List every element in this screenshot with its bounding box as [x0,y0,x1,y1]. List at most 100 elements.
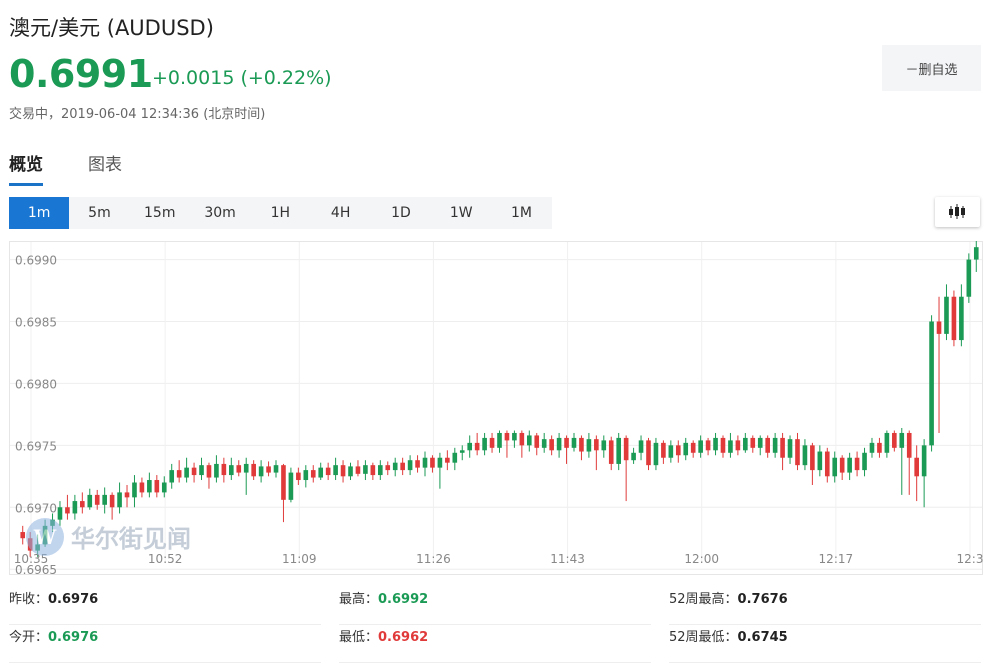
remove-watchlist-button[interactable]: －删自选 [882,45,981,91]
candle-body [847,457,852,473]
watermark-logo: W [26,518,64,556]
candle-body [787,439,793,458]
candle-body [899,432,905,448]
candle-body [698,440,703,453]
candle-body [318,467,324,478]
candle-body [839,457,845,473]
candle-body [169,470,175,483]
candle-body [348,466,353,477]
stat-value: 0.7676 [737,592,788,607]
candle-body [266,466,271,473]
candle-body [154,480,160,493]
candle-body [594,439,599,451]
candle-body [810,445,815,471]
candle-body [497,432,502,448]
price-change: +0.0015 (+0.22%) [152,67,332,89]
candle-body [251,463,256,477]
watermark-text: 华尔街见闻 [71,525,191,553]
candle-body [824,451,830,477]
period-30m[interactable]: 30m [204,205,236,221]
candlestick-chart: 0.6990 0.6985 0.6980 0.6975 0.6970 0.6965 10:… [9,241,983,575]
y-tick-label: 0.6985 [15,316,57,330]
candle-body [109,494,115,508]
candle-body [243,463,249,473]
candle-body [20,532,26,539]
candle-body [951,296,957,341]
candle-body [892,432,897,448]
candle-body [929,321,934,446]
stat-low: 最低：0.6962 [339,626,651,663]
candle-body [288,472,294,500]
candle-body [124,492,130,498]
tab-chart[interactable]: 图表 [88,155,122,175]
candle-body [571,437,577,448]
candle-body [705,440,711,451]
candle-body [959,296,964,341]
period-15m[interactable]: 15m [144,205,176,221]
candle-body [72,501,78,514]
period-4h[interactable]: 4H [330,205,351,221]
candle-body [392,462,398,471]
period-1h[interactable]: 1H [270,205,291,221]
candle-body [184,467,189,478]
candle-body [199,465,204,476]
trading-status: 交易中，2019-06-04 12:34:36 (北京时间) [9,107,266,122]
candlestick-toggle-button[interactable] [935,197,980,227]
candle-body [906,432,912,458]
candle-body [139,482,145,493]
candle-body [147,480,152,493]
candle-body [504,432,510,441]
period-5m[interactable]: 5m [88,205,111,221]
candle-body [862,452,867,471]
candle-body [817,451,823,471]
page-title: 澳元/美元 (AUDUSD) [9,16,214,40]
stat-open: 今开：0.6976 [9,626,321,663]
candle-body [415,460,420,468]
candle-body [973,247,979,260]
x-tick-label: 11:43 [550,552,585,566]
x-tick-label: 12:17 [819,552,854,566]
candle-body [519,432,525,446]
period-1mo[interactable]: 1M [511,205,533,221]
candle-body [467,442,473,451]
candle-body [400,462,405,471]
chart-frame [9,241,983,575]
candle-body [273,465,279,473]
tab-overview[interactable]: 概览 [9,150,43,186]
period-1w[interactable]: 1W [449,205,473,221]
candle-body [541,439,547,448]
candle-body [638,440,644,453]
y-tick-label: 0.6980 [15,377,57,391]
candle-body [206,465,212,478]
candle-body [191,467,197,476]
candle-body [310,470,316,478]
candle-body [735,440,741,451]
candle-body [526,435,532,446]
candle-body [281,465,286,500]
stat-value: 0.6976 [48,592,99,607]
candle-body [333,465,338,476]
candle-body [586,439,592,452]
candle-body [355,466,361,474]
candle-body [340,465,346,477]
candle-body [459,450,465,453]
stat-label: 今开： [9,630,49,645]
y-tick-label: 0.6970 [15,501,57,515]
candle-body [616,437,622,464]
candle-body [370,465,376,476]
candle-body [549,439,554,451]
period-1d[interactable]: 1D [391,205,411,221]
candle-body [65,507,70,514]
candle-body [757,437,763,448]
candle-body [325,467,331,476]
x-tick-label: 12:3 [957,552,983,566]
candle-body [668,445,674,458]
candle-body [713,437,718,451]
candle-body [445,457,450,463]
candle-body [728,440,733,453]
candle-body [474,442,480,451]
period-1m[interactable]: 1m [9,197,70,229]
candle-body [966,259,972,297]
candle-body [102,494,107,505]
candle-body [214,463,219,478]
